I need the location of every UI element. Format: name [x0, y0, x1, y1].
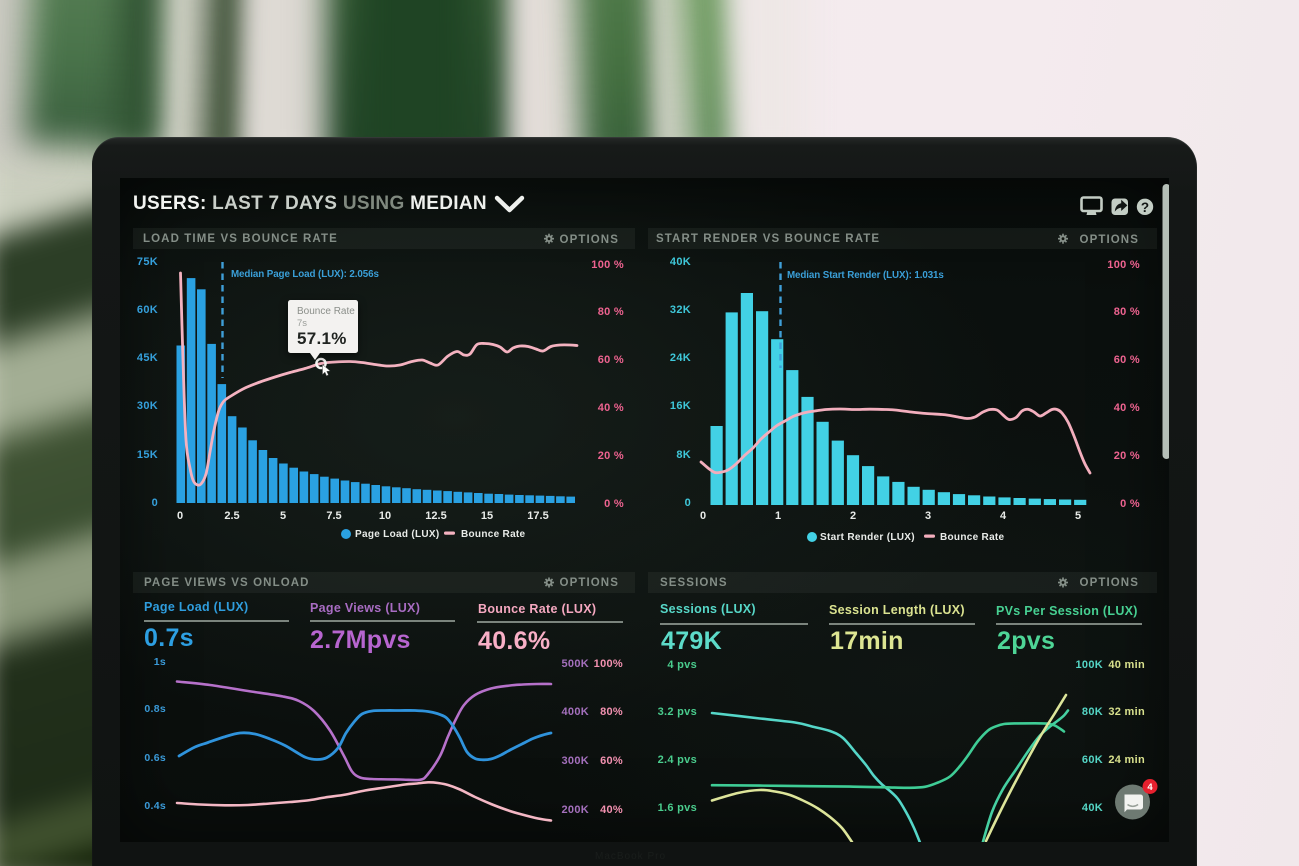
svg-text:4: 4 [1147, 782, 1153, 793]
svg-text:?: ? [1141, 200, 1149, 215]
